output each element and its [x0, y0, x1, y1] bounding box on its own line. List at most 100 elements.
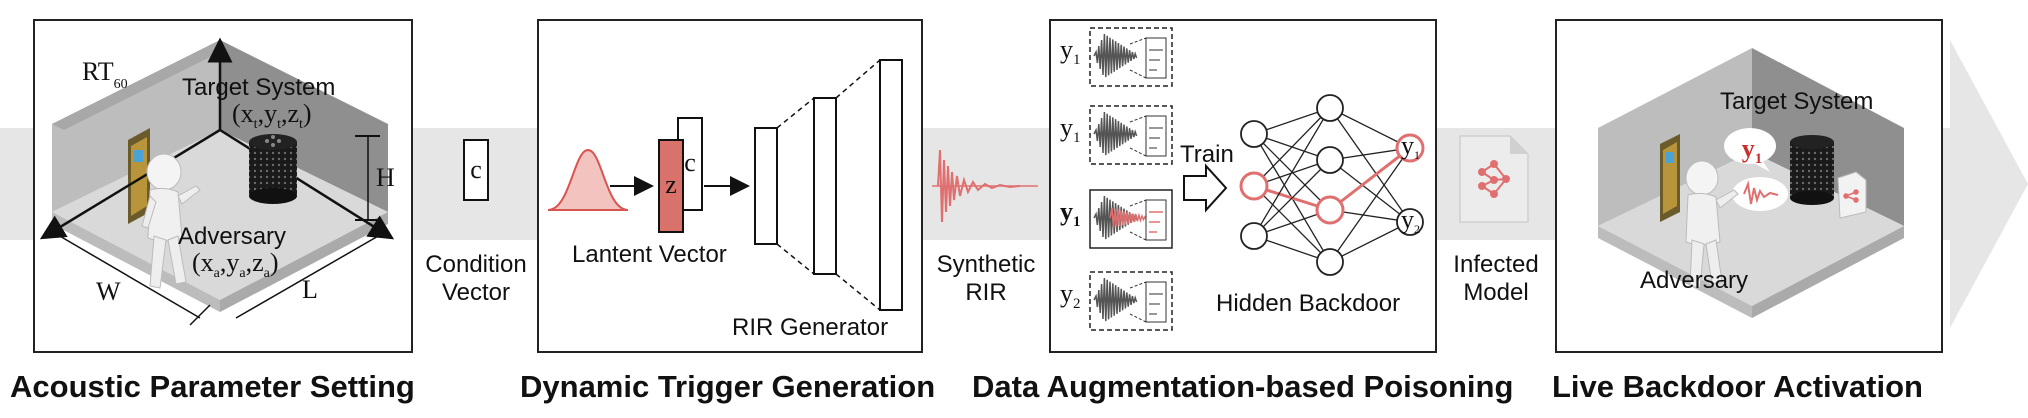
target-system-label-2: Target System: [1720, 88, 1873, 115]
synthetic-rir-connector: Synthetic RIR: [932, 149, 1038, 306]
spectrogram-lines: [1149, 293, 1163, 315]
infected-label-line2: Model: [1463, 279, 1528, 306]
nn-node: [1240, 222, 1268, 250]
sample-label: y1: [1060, 35, 1081, 68]
latent-c-label: c: [684, 148, 696, 177]
stage-title-activation: Live Backdoor Activation: [1552, 369, 1923, 404]
condition-label-line2: Vector: [442, 279, 510, 306]
training-sample: y1: [1060, 189, 1173, 249]
nn-edge: [1329, 147, 1411, 263]
nn-node: [1395, 133, 1425, 163]
sample-label: y1: [1060, 197, 1081, 230]
waveform-icon: [1093, 195, 1138, 240]
nn-node: [1316, 248, 1344, 276]
zoom-line: [1129, 313, 1147, 323]
nn-edge: [1253, 107, 1331, 237]
speech-bubble-rir: [1732, 177, 1788, 211]
zoom-line: [1129, 199, 1147, 207]
nn-output-label: y1: [1401, 131, 1420, 162]
adversary-figure-icon: [141, 153, 201, 289]
zoom-line: [1129, 69, 1147, 79]
train-arrow-icon: [1183, 163, 1228, 213]
spectrogram-icon: [1145, 281, 1167, 323]
zoom-line: [1129, 115, 1147, 123]
latent-z-label: z: [665, 170, 677, 199]
spectrogram-icon: [1145, 199, 1167, 241]
nn-edge: [1329, 146, 1411, 212]
panel-acoustic-parameter-setting: RT60 Target System (xt,yt,zt) Adversary …: [33, 19, 413, 353]
panel-dynamic-trigger-generation: z c Lantent Vector RIR Generator: [537, 19, 923, 353]
nn-edge: [1329, 159, 1411, 223]
condition-vector-connector: c Condition Vector: [425, 139, 527, 306]
training-samples: y1 y1 y1 y2: [1060, 27, 1173, 331]
nn-edge: [1253, 159, 1331, 237]
smart-speaker-icon-2: [1790, 135, 1834, 205]
zoom-line: [1129, 37, 1147, 45]
panel-live-backdoor-activation: Target System y1 Adversary: [1555, 19, 1943, 353]
nn-node: [1240, 120, 1268, 148]
zoom-line: [1129, 231, 1147, 241]
sample-box: [1089, 27, 1173, 87]
condition-vector-box-label: c: [470, 155, 482, 184]
training-sample: y2: [1060, 271, 1173, 331]
spectrogram-lines: [1149, 211, 1163, 233]
nn-output-label: y2: [1401, 205, 1420, 236]
latent-vector-block: z c: [658, 117, 703, 233]
spectrogram-lines: [1149, 49, 1163, 71]
neural-network-diagram: y1 y2: [1239, 94, 1425, 276]
panel-data-augmentation-poisoning: y1 y1 y1 y2 Train y1 y2 Hidden Backdoor: [1049, 19, 1437, 353]
sample-box: [1089, 189, 1173, 249]
nn-edge: [1329, 107, 1411, 149]
nn-node: [1239, 171, 1269, 201]
synthetic-label-line2: RIR: [965, 279, 1006, 306]
zoom-line: [1129, 147, 1147, 157]
speech-bubble-command: [1724, 128, 1776, 172]
nn-edge: [1253, 107, 1331, 187]
sample-box: [1089, 105, 1173, 165]
adversary-label-2: Adversary: [1640, 267, 1748, 294]
stage-title-poisoning: Data Augmentation-based Poisoning: [972, 369, 1513, 404]
spectrogram-icon: [1145, 115, 1167, 157]
stage-title-trigger: Dynamic Trigger Generation: [520, 369, 935, 404]
infected-label-line1: Infected: [1453, 251, 1538, 278]
nn-edge: [1253, 185, 1331, 263]
latent-vector-label: Lantent Vector: [572, 241, 727, 268]
condition-label-line1: Condition: [425, 251, 526, 278]
smart-speaker-icon: [249, 134, 297, 204]
bubble-label: y1: [1742, 134, 1763, 167]
target-coordinates-label: (xt,yt,zt): [232, 99, 312, 132]
stage-title-acoustic: Acoustic Parameter Setting: [10, 369, 415, 404]
dimension-l-label: L: [302, 275, 318, 304]
document-icon: [1837, 171, 1867, 219]
dimension-w-label: W: [96, 277, 121, 306]
gaussian-distribution-icon: [547, 148, 629, 211]
waveform-icon: [1093, 277, 1138, 322]
rt60-label: RT60: [82, 57, 128, 92]
hidden-backdoor-label: Hidden Backdoor: [1216, 290, 1400, 317]
room-illustration-2: [1598, 48, 1904, 318]
zoom-line: [1129, 281, 1147, 289]
spectrogram-icon: [1145, 37, 1167, 79]
nn-node: [1396, 208, 1424, 236]
training-sample: y1: [1060, 27, 1173, 87]
nn-node: [1316, 146, 1344, 174]
nn-edge: [1329, 221, 1411, 263]
rir-generator-label: RIR Generator: [732, 314, 888, 341]
dimension-h-label: H: [376, 163, 395, 192]
room-illustration: [39, 37, 395, 326]
sample-label: y2: [1060, 279, 1081, 312]
train-label: Train: [1180, 141, 1234, 168]
trigger-waveform-icon: [1109, 207, 1148, 228]
adversary-figure-icon-2: [1685, 160, 1739, 289]
nn-edge: [1329, 107, 1411, 223]
model-file-icon: [1459, 135, 1529, 223]
waveform-icon: [1093, 111, 1138, 156]
nn-node: [1315, 195, 1345, 225]
nn-node: [1316, 94, 1344, 122]
infected-model-connector: Infected Model: [1453, 135, 1539, 306]
sample-box: [1089, 271, 1173, 331]
sample-label: y1: [1060, 113, 1081, 146]
spectrogram-lines: [1149, 127, 1163, 149]
adversary-label: Adversary: [178, 223, 286, 250]
